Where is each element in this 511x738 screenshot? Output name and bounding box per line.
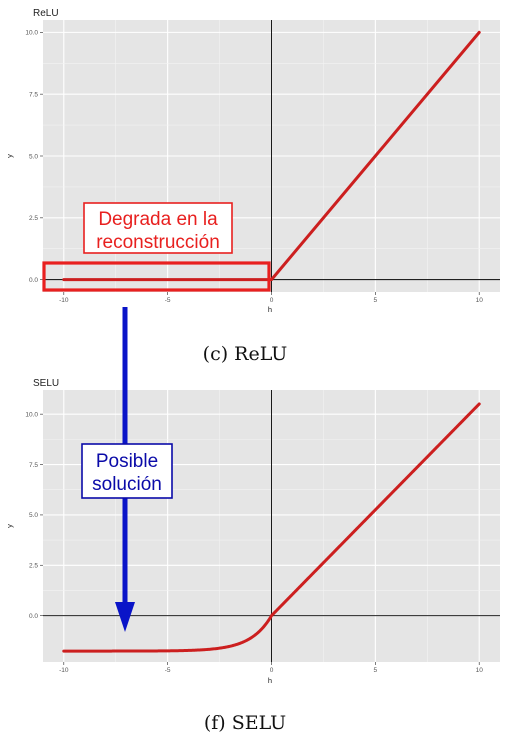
selu-chart-title: SELU xyxy=(33,378,59,389)
selu-x-tick-label: -5 xyxy=(165,667,171,674)
selu-y-tick-label: 7.5 xyxy=(29,462,38,469)
relu-x-tick-label: 10 xyxy=(476,297,484,304)
selu-annotation-line-1: Posible xyxy=(96,451,158,472)
relu-y-tick-label: 0.0 xyxy=(29,277,38,284)
relu-x-tick-label: -5 xyxy=(165,297,171,304)
relu-y-axis-label: y xyxy=(5,154,14,158)
relu-annotation-box xyxy=(83,202,233,254)
selu-annotation-box xyxy=(81,443,173,499)
selu-annotation-line-2: solución xyxy=(92,474,162,495)
selu-y-tick-label: 2.5 xyxy=(29,563,38,570)
relu-annotation-line-1: Degrada en la xyxy=(98,209,218,230)
relu-chart: ReLU -10 -5 0 5 10 0.0 2.5 5.0 7.5 10.0 h y Degr… xyxy=(5,8,500,365)
relu-series xyxy=(62,30,481,282)
selu-series-line xyxy=(62,402,481,653)
selu-chart: SELU -10 -5 0 5 10 0.0 2.5 5.0 7.5 10.0 h y (f) … xyxy=(5,378,500,734)
arrow-head xyxy=(115,602,135,632)
selu-x-axis-label: h xyxy=(268,676,272,685)
relu-x-ticks: -10 -5 0 5 10 xyxy=(59,292,483,304)
selu-y-tick-label: 5.0 xyxy=(29,512,38,519)
selu-y-axis-label: y xyxy=(5,524,14,528)
selu-x-tick-label: 5 xyxy=(374,667,378,674)
relu-caption: (c) ReLU xyxy=(203,343,288,365)
selu-caption: (f) SELU xyxy=(204,712,286,734)
selu-y-ticks: 0.0 2.5 5.0 7.5 10.0 xyxy=(25,411,43,620)
selu-y-tick-label: 10.0 xyxy=(25,411,38,418)
selu-x-ticks: -10 -5 0 5 10 xyxy=(59,662,483,674)
relu-x-tick-label: 5 xyxy=(374,297,378,304)
relu-highlight-box xyxy=(42,261,271,292)
relu-y-tick-label: 2.5 xyxy=(29,215,38,222)
relu-y-tick-label: 7.5 xyxy=(29,91,38,98)
relu-x-tick-label: 0 xyxy=(270,297,274,304)
selu-y-tick-label: 0.0 xyxy=(29,613,38,620)
relu-x-axis-label: h xyxy=(268,305,272,314)
relu-series-line xyxy=(62,30,481,282)
relu-y-tick-label: 10.0 xyxy=(25,30,38,37)
selu-x-tick-label: 10 xyxy=(476,667,484,674)
selu-series xyxy=(62,402,481,653)
relu-chart-title: ReLU xyxy=(33,8,59,19)
relu-x-tick-label: -10 xyxy=(59,297,69,304)
relu-y-ticks: 0.0 2.5 5.0 7.5 10.0 xyxy=(25,30,43,284)
relu-y-tick-label: 5.0 xyxy=(29,153,38,160)
selu-annotation: Posible solución xyxy=(81,443,173,499)
relu-annotation-line-2: reconstrucción xyxy=(96,232,220,253)
selu-x-tick-label: 0 xyxy=(270,667,274,674)
selu-x-tick-label: -10 xyxy=(59,667,69,674)
